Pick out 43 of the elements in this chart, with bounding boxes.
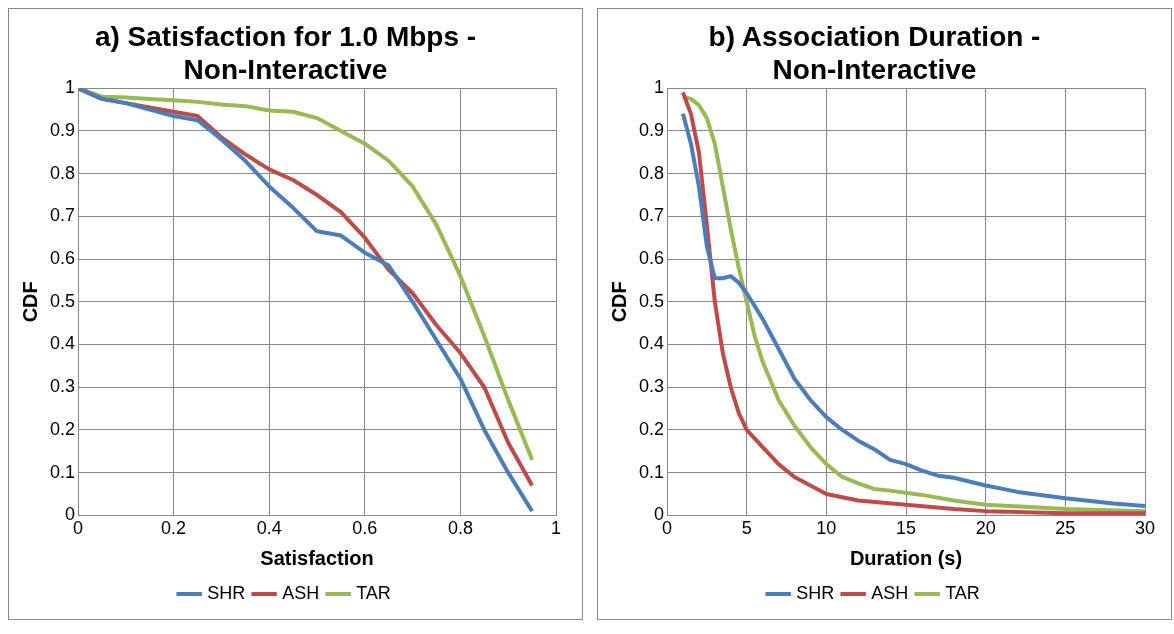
x-tick-label: 30 xyxy=(1134,518,1156,539)
legend-label: SHR xyxy=(796,582,835,603)
y-tick-label: 0.8 xyxy=(638,162,665,183)
y-tick-label: 0.2 xyxy=(638,418,665,439)
legend-label: SHR xyxy=(207,582,246,603)
y-tick-label: 0.3 xyxy=(638,376,665,397)
legend-label: TAR xyxy=(356,582,391,603)
y-tick-label: 0.1 xyxy=(49,461,76,482)
y-tick-label: 0.8 xyxy=(49,162,76,183)
chart-title: a) Satisfaction for 1.0 Mbps - Non-Interactive xyxy=(94,20,477,86)
x-tick-label: 10 xyxy=(816,518,837,539)
x-tick-label: 0.2 xyxy=(161,518,187,539)
y-tick-label: 0.5 xyxy=(49,290,76,311)
y-tick-label: 0.7 xyxy=(638,205,665,226)
y-tick-label: 0.9 xyxy=(49,119,76,140)
x-tick-label: 5 xyxy=(741,518,752,539)
y-tick-label: 1 xyxy=(65,77,76,98)
y-tick-label: 0.2 xyxy=(49,418,76,439)
x-tick-label: 1 xyxy=(550,518,562,539)
x-tick-label: 0.4 xyxy=(256,518,282,539)
legend-label: ASH xyxy=(282,582,320,603)
x-axis-title: Duration (s) xyxy=(849,546,963,569)
y-tick-label: 0.6 xyxy=(638,248,665,269)
y-axis-title: CDF xyxy=(607,281,630,323)
y-tick-label: 0.4 xyxy=(49,333,76,354)
y-tick-label: 0.9 xyxy=(638,119,665,140)
y-tick-label: 0.6 xyxy=(49,248,76,269)
y-tick-label: 0.7 xyxy=(49,205,76,226)
legend-label: TAR xyxy=(945,582,980,603)
y-axis-title: CDF xyxy=(18,281,41,323)
x-tick-label: 25 xyxy=(1055,518,1076,539)
chart-title: b) Association Duration - Non-Interactive xyxy=(708,20,1041,86)
legend-label: ASH xyxy=(871,582,909,603)
y-tick-label: 1 xyxy=(654,77,665,98)
x-axis-title: Satisfaction xyxy=(260,546,374,569)
x-tick-label: 20 xyxy=(975,518,996,539)
y-tick-label: 0.1 xyxy=(638,461,665,482)
y-tick-label: 0.3 xyxy=(49,376,76,397)
x-tick-label: 15 xyxy=(896,518,917,539)
x-tick-label: 0.6 xyxy=(352,518,378,539)
y-tick-label: 0.5 xyxy=(638,290,665,311)
x-tick-label: 0.8 xyxy=(447,518,473,539)
y-tick-label: 0.4 xyxy=(638,333,665,354)
